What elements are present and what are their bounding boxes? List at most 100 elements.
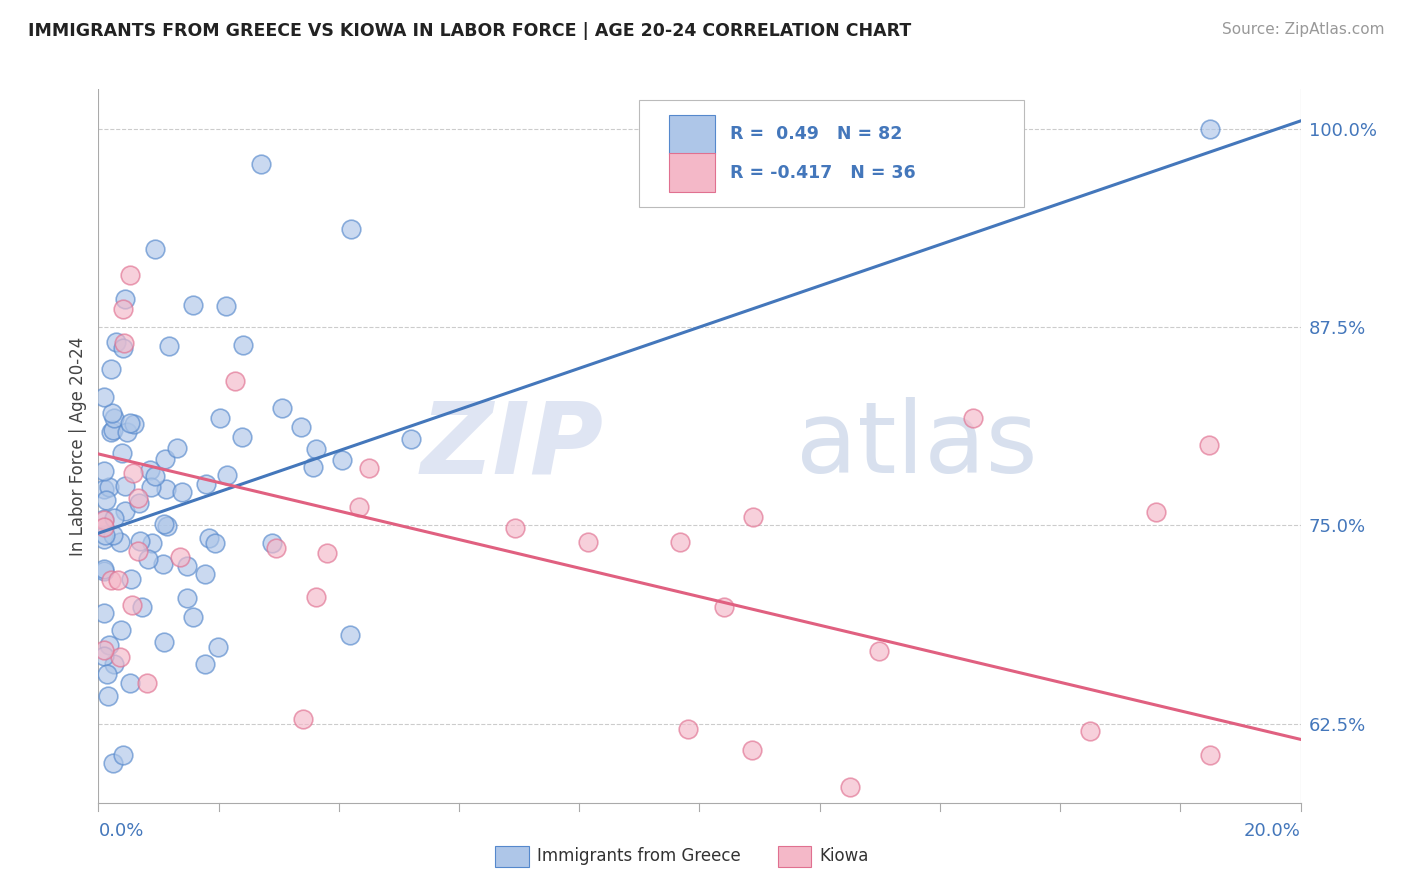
Point — [108, 650, 131, 665]
Point — [250, 157, 273, 171]
Point — [1144, 505, 1167, 519]
Point — [114, 504, 136, 518]
Text: 0.0%: 0.0% — [98, 822, 143, 840]
Point — [169, 550, 191, 565]
Point — [141, 535, 163, 549]
Point — [93, 562, 115, 576]
Point — [103, 511, 125, 525]
Point — [94, 527, 117, 541]
Point — [198, 531, 221, 545]
Point — [112, 748, 135, 763]
Point — [145, 468, 167, 483]
Point — [713, 599, 735, 614]
Point — [170, 485, 193, 500]
Point — [93, 390, 115, 404]
Point — [93, 512, 115, 526]
Point — [128, 496, 150, 510]
Point — [357, 460, 380, 475]
Point — [111, 446, 134, 460]
Point — [183, 610, 205, 624]
Bar — [669, 153, 716, 193]
Point — [100, 425, 122, 440]
Point — [304, 590, 326, 604]
Point — [110, 623, 132, 637]
Point — [330, 453, 353, 467]
Point — [112, 336, 135, 351]
Point — [339, 628, 361, 642]
Point — [176, 591, 198, 606]
Point — [93, 607, 115, 621]
Point — [194, 566, 217, 581]
Point — [104, 334, 127, 349]
Point — [101, 407, 124, 421]
Point — [131, 600, 153, 615]
Point — [101, 423, 124, 437]
Point — [108, 535, 131, 549]
Point — [114, 292, 136, 306]
Point — [93, 648, 115, 663]
FancyBboxPatch shape — [640, 100, 1024, 207]
Point — [399, 432, 422, 446]
Point — [136, 675, 159, 690]
Point — [141, 480, 163, 494]
Point — [118, 268, 141, 283]
Point — [232, 337, 254, 351]
Point — [962, 411, 984, 425]
Point — [100, 573, 122, 587]
Point — [143, 242, 166, 256]
Point — [260, 536, 283, 550]
Point — [112, 341, 135, 355]
Point — [166, 441, 188, 455]
Point — [122, 417, 145, 431]
Point — [120, 676, 142, 690]
Point — [215, 299, 238, 313]
Point — [207, 640, 229, 655]
Point — [97, 689, 120, 703]
Point — [93, 519, 115, 533]
Point — [316, 546, 339, 560]
Point — [669, 535, 692, 549]
Point — [224, 375, 246, 389]
Text: atlas: atlas — [796, 398, 1038, 494]
Point — [340, 221, 363, 235]
Text: ZIP: ZIP — [420, 398, 603, 494]
Y-axis label: In Labor Force | Age 20-24: In Labor Force | Age 20-24 — [69, 336, 87, 556]
Point — [114, 479, 136, 493]
Point — [111, 301, 134, 316]
Point — [107, 573, 129, 587]
Point — [96, 667, 118, 681]
Point — [209, 411, 232, 425]
Point — [115, 425, 138, 439]
Point — [176, 559, 198, 574]
Point — [1199, 121, 1222, 136]
Point — [868, 644, 890, 658]
Point — [93, 533, 115, 547]
Point — [121, 598, 143, 612]
Point — [204, 536, 226, 550]
Point — [156, 519, 179, 533]
Bar — [669, 114, 716, 153]
Point — [93, 513, 115, 527]
Point — [120, 572, 142, 586]
Point — [181, 298, 204, 312]
Bar — [778, 846, 811, 867]
Point — [217, 467, 239, 482]
Point — [152, 558, 174, 572]
Point — [741, 743, 763, 757]
Point — [153, 635, 176, 649]
Point — [153, 517, 176, 532]
Bar — [495, 846, 529, 867]
Point — [155, 483, 177, 497]
Point — [576, 535, 599, 549]
Point — [93, 482, 115, 496]
Point — [676, 722, 699, 736]
Point — [302, 459, 325, 474]
Point — [1199, 748, 1222, 763]
Point — [127, 491, 149, 506]
Point — [98, 480, 121, 494]
Point — [100, 361, 122, 376]
Point — [93, 464, 115, 478]
Point — [838, 780, 860, 794]
Point — [122, 466, 145, 480]
Point — [194, 657, 217, 671]
